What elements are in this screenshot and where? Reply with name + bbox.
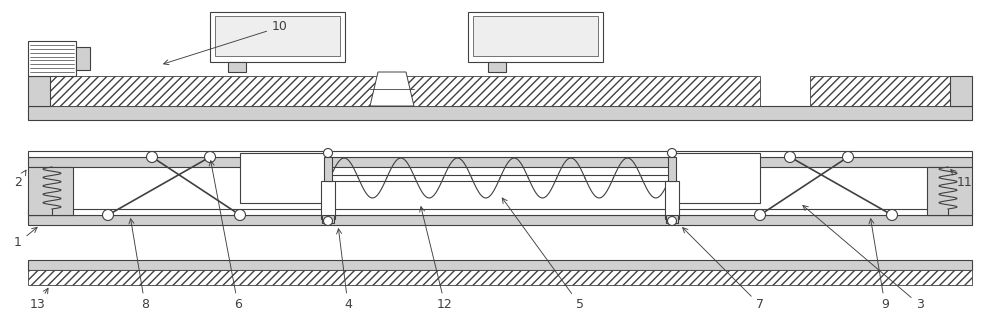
Text: 10: 10 bbox=[164, 20, 288, 65]
Circle shape bbox=[324, 216, 332, 226]
Bar bbox=[927, 167, 972, 215]
Bar bbox=[240, 153, 330, 203]
Text: 4: 4 bbox=[337, 229, 352, 311]
Bar bbox=[215, 16, 340, 56]
Bar bbox=[321, 181, 335, 219]
Bar bbox=[228, 62, 246, 72]
Bar bbox=[666, 215, 678, 223]
Bar bbox=[28, 41, 76, 76]
Circle shape bbox=[668, 216, 676, 226]
Bar bbox=[473, 16, 598, 56]
Text: 1: 1 bbox=[14, 227, 37, 250]
Circle shape bbox=[324, 149, 332, 158]
Bar bbox=[324, 157, 332, 181]
Text: 13: 13 bbox=[30, 288, 48, 311]
Bar bbox=[28, 151, 972, 157]
Bar bbox=[670, 153, 760, 203]
Circle shape bbox=[842, 151, 854, 162]
Bar bbox=[76, 47, 90, 70]
Bar bbox=[28, 106, 972, 120]
Text: 11: 11 bbox=[951, 170, 973, 189]
Circle shape bbox=[146, 151, 158, 162]
Text: 8: 8 bbox=[129, 219, 149, 311]
Circle shape bbox=[784, 151, 796, 162]
Circle shape bbox=[887, 210, 898, 220]
Bar bbox=[28, 270, 972, 285]
Bar bbox=[28, 167, 73, 215]
Bar bbox=[665, 181, 679, 219]
Text: 7: 7 bbox=[683, 228, 764, 311]
Circle shape bbox=[205, 151, 216, 162]
Bar bbox=[488, 62, 506, 72]
Polygon shape bbox=[370, 72, 414, 106]
Bar bbox=[210, 12, 345, 62]
Bar bbox=[28, 157, 972, 167]
Text: 3: 3 bbox=[803, 205, 924, 311]
Bar bbox=[28, 209, 972, 215]
Bar bbox=[668, 157, 676, 181]
Bar bbox=[950, 76, 972, 106]
Bar bbox=[50, 76, 760, 106]
Bar bbox=[322, 215, 334, 223]
Circle shape bbox=[103, 210, 114, 220]
Text: 12: 12 bbox=[420, 207, 453, 311]
Text: 2: 2 bbox=[14, 170, 26, 189]
Bar bbox=[28, 215, 972, 225]
Bar bbox=[28, 76, 50, 106]
Circle shape bbox=[755, 210, 766, 220]
Text: 6: 6 bbox=[209, 161, 242, 311]
Text: 9: 9 bbox=[869, 219, 889, 311]
Bar bbox=[810, 76, 960, 106]
Bar bbox=[28, 260, 972, 270]
Bar bbox=[468, 12, 603, 62]
Circle shape bbox=[234, 210, 246, 220]
Circle shape bbox=[668, 149, 676, 158]
Text: 5: 5 bbox=[502, 198, 584, 311]
